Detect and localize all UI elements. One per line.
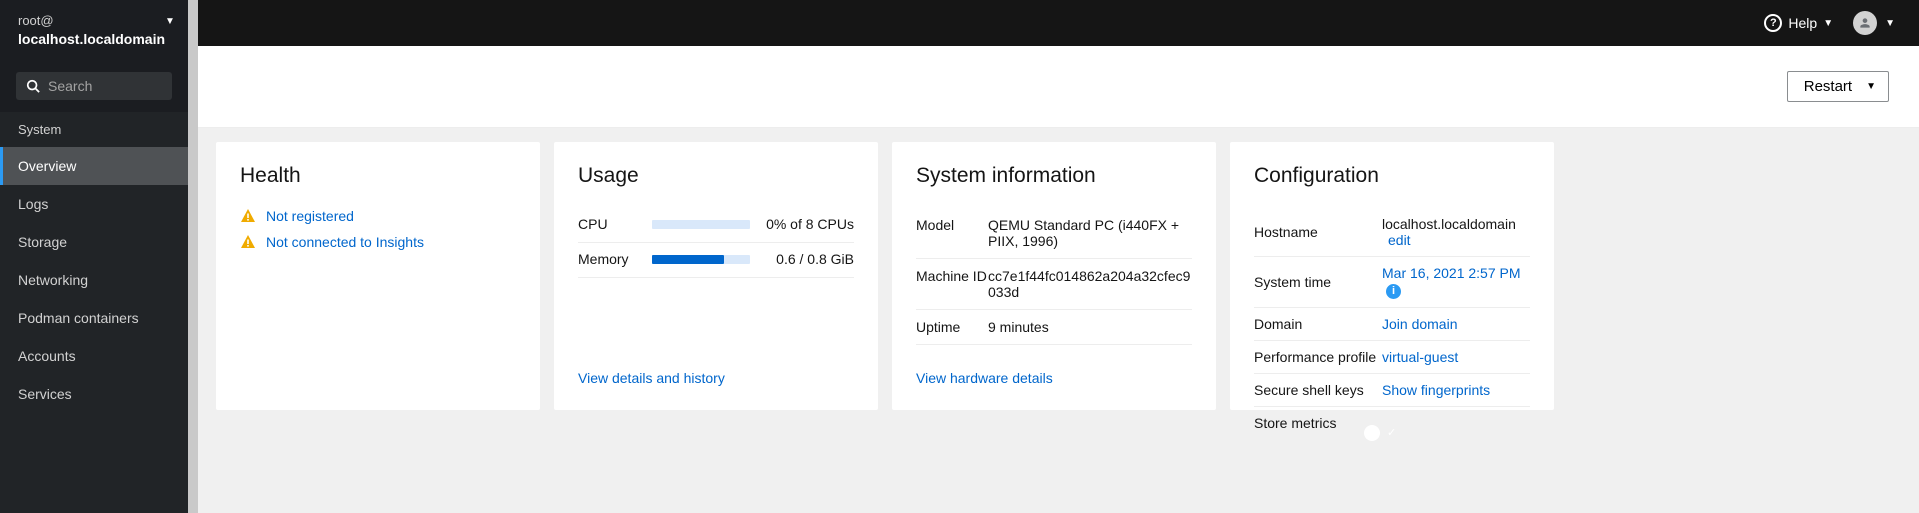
config-label: Performance profile (1254, 349, 1382, 365)
usage-title: Usage (578, 164, 854, 188)
usage-row-memory: Memory 0.6 / 0.8 GiB (578, 243, 854, 278)
performance-profile-link[interactable]: virtual-guest (1382, 349, 1530, 365)
info-icon: i (1386, 284, 1401, 299)
card-health: Health Not registered Not connected to I… (216, 142, 540, 410)
usage-details-link[interactable]: View details and history (578, 370, 725, 386)
search-icon (26, 79, 40, 93)
search-input[interactable] (48, 78, 162, 94)
toggle-knob (1364, 425, 1380, 441)
host-selector[interactable]: root@ localhost.localdomain ▼ (0, 0, 188, 62)
warning-icon (240, 208, 256, 224)
host-name: localhost.localdomain (18, 30, 165, 49)
join-domain-link[interactable]: Join domain (1382, 316, 1530, 332)
search-wrap (0, 62, 188, 112)
usage-label: CPU (578, 216, 640, 232)
config-label: Store metrics (1254, 415, 1382, 431)
info-value: 9 minutes (988, 319, 1192, 335)
system-time-link[interactable]: Mar 16, 2021 2:57 PM i (1382, 265, 1530, 299)
sidebar: root@ localhost.localdomain ▼ System Ove… (0, 0, 188, 513)
info-label: Model (916, 217, 988, 249)
cpu-bar (652, 220, 750, 229)
chevron-down-icon: ▼ (1885, 18, 1895, 29)
config-row-ssh-keys: Secure shell keys Show fingerprints (1254, 374, 1530, 407)
usage-value: 0.6 / 0.8 GiB (762, 251, 854, 267)
usage-row-cpu: CPU 0% of 8 CPUs (578, 208, 854, 243)
sidebar-item-services[interactable]: Services (0, 375, 188, 413)
dashboard-cards: Health Not registered Not connected to I… (198, 128, 1919, 410)
health-item: Not registered (240, 208, 516, 224)
help-menu[interactable]: ? Help ▼ (1764, 14, 1833, 32)
config-label: System time (1254, 274, 1382, 290)
show-fingerprints-link[interactable]: Show fingerprints (1382, 382, 1530, 398)
memory-bar-fill (652, 255, 724, 264)
config-label: Secure shell keys (1254, 382, 1382, 398)
card-configuration: Configuration Hostname localhost.localdo… (1230, 142, 1554, 410)
info-value: cc7e1f44fc014862a204a32cfec9033d (988, 268, 1192, 300)
hostname-edit-link[interactable]: edit (1388, 232, 1411, 248)
restart-label: Restart (1804, 78, 1852, 95)
caret-down-icon: ▼ (1866, 81, 1876, 92)
sidebar-item-overview[interactable]: Overview (0, 147, 188, 185)
info-row-machine-id: Machine ID cc7e1f44fc014862a204a32cfec90… (916, 259, 1192, 310)
avatar-icon (1853, 11, 1877, 35)
config-row-domain: Domain Join domain (1254, 308, 1530, 341)
health-item: Not connected to Insights (240, 234, 516, 250)
sidebar-item-storage[interactable]: Storage (0, 223, 188, 261)
config-label: Hostname (1254, 224, 1382, 240)
config-row-store-metrics: Store metrics ✓ (1254, 407, 1530, 439)
chevron-down-icon: ▼ (165, 16, 175, 27)
sidebar-item-networking[interactable]: Networking (0, 261, 188, 299)
chevron-down-icon: ▼ (1823, 18, 1833, 29)
check-icon: ✓ (1387, 426, 1396, 439)
action-bar: Restart ▼ (198, 46, 1919, 128)
info-label: Machine ID (916, 268, 988, 300)
config-row-system-time: System time Mar 16, 2021 2:57 PM i (1254, 257, 1530, 308)
topbar: ? Help ▼ ▼ (198, 0, 1919, 46)
restart-button[interactable]: Restart ▼ (1787, 71, 1889, 102)
sidebar-scrollbar[interactable] (188, 0, 198, 513)
card-footer: View hardware details (916, 354, 1192, 386)
info-row-uptime: Uptime 9 minutes (916, 310, 1192, 345)
memory-bar (652, 255, 750, 264)
help-icon: ? (1764, 14, 1782, 32)
sysinfo-title: System information (916, 164, 1192, 188)
info-row-model: Model QEMU Standard PC (i440FX + PIIX, 1… (916, 208, 1192, 259)
card-footer: View details and history (578, 354, 854, 386)
host-label: root@ localhost.localdomain (18, 12, 165, 48)
sidebar-item-podman[interactable]: Podman containers (0, 299, 188, 337)
info-label: Uptime (916, 319, 988, 335)
health-title: Health (240, 164, 516, 188)
usage-value: 0% of 8 CPUs (762, 216, 854, 232)
system-time-value: Mar 16, 2021 2:57 PM (1382, 265, 1521, 281)
config-title: Configuration (1254, 164, 1530, 188)
help-label: Help (1788, 15, 1817, 31)
card-system-information: System information Model QEMU Standard P… (892, 142, 1216, 410)
search-box[interactable] (16, 72, 172, 100)
health-link-insights[interactable]: Not connected to Insights (266, 234, 424, 250)
config-label: Domain (1254, 316, 1382, 332)
config-row-hostname: Hostname localhost.localdomain edit (1254, 208, 1530, 257)
sidebar-item-accounts[interactable]: Accounts (0, 337, 188, 375)
sidebar-item-logs[interactable]: Logs (0, 185, 188, 223)
host-user: root@ (18, 12, 165, 30)
usage-label: Memory (578, 251, 640, 267)
main: ? Help ▼ ▼ Restart ▼ Health Not register… (198, 0, 1919, 513)
card-usage: Usage CPU 0% of 8 CPUs Memory 0.6 / 0.8 … (554, 142, 878, 410)
config-value: localhost.localdomain edit (1382, 216, 1530, 248)
warning-icon (240, 234, 256, 250)
health-link-not-registered[interactable]: Not registered (266, 208, 354, 224)
hardware-details-link[interactable]: View hardware details (916, 370, 1053, 386)
hostname-value: localhost.localdomain (1382, 216, 1516, 232)
info-value: QEMU Standard PC (i440FX + PIIX, 1996) (988, 217, 1192, 249)
user-menu[interactable]: ▼ (1853, 11, 1895, 35)
config-row-performance-profile: Performance profile virtual-guest (1254, 341, 1530, 374)
nav-section-title: System (0, 112, 188, 147)
